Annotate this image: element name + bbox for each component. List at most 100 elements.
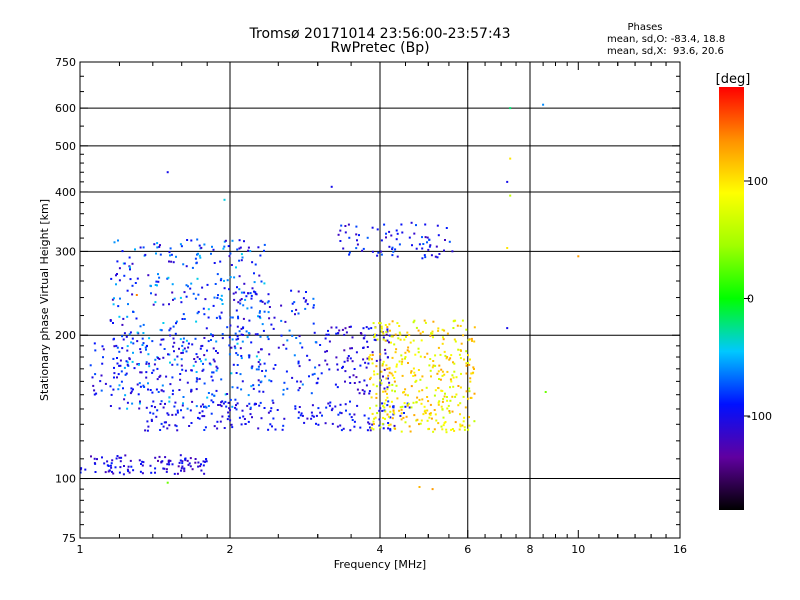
data-point <box>202 368 205 371</box>
data-point <box>285 347 288 350</box>
data-point <box>425 386 428 389</box>
data-point <box>111 470 113 473</box>
data-point <box>231 239 234 242</box>
data-point <box>180 364 183 367</box>
data-point <box>203 354 206 357</box>
data-point <box>286 339 289 342</box>
data-point <box>295 337 298 339</box>
data-point <box>178 389 181 391</box>
data-point <box>115 344 118 347</box>
data-point <box>233 345 236 348</box>
data-point <box>344 403 347 406</box>
data-point <box>252 384 255 387</box>
data-point <box>237 301 240 304</box>
data-point <box>238 247 241 250</box>
data-point <box>144 253 147 256</box>
data-point <box>172 325 175 328</box>
data-point <box>211 335 214 338</box>
data-point <box>297 389 300 392</box>
data-point <box>470 337 473 340</box>
data-point <box>240 357 243 360</box>
data-point <box>268 353 271 356</box>
data-point <box>441 374 444 377</box>
data-point <box>463 426 466 429</box>
data-point <box>371 250 374 253</box>
data-point <box>220 401 223 404</box>
data-point <box>205 458 208 460</box>
data-point <box>225 405 228 408</box>
data-point <box>259 401 262 404</box>
data-point <box>196 356 199 359</box>
data-point <box>434 354 437 357</box>
data-point <box>226 326 229 329</box>
data-point <box>149 464 152 467</box>
data-point <box>390 234 393 237</box>
data-point <box>125 372 128 375</box>
data-point <box>247 420 250 423</box>
data-point <box>396 255 399 258</box>
data-point <box>463 358 465 361</box>
data-point <box>239 373 242 376</box>
data-point <box>141 464 144 467</box>
data-point <box>418 390 421 393</box>
data-point <box>111 459 114 462</box>
data-point <box>154 406 156 409</box>
x-tick-label: 1 <box>77 543 84 556</box>
data-point <box>95 392 98 395</box>
data-point <box>170 260 173 263</box>
data-point <box>203 429 206 431</box>
grid-lines <box>80 62 680 538</box>
data-point <box>413 414 416 417</box>
data-point <box>446 396 448 398</box>
data-point <box>177 465 180 468</box>
data-point <box>189 457 192 460</box>
data-point <box>247 249 250 252</box>
data-point <box>250 385 253 388</box>
data-point <box>339 403 342 406</box>
data-point <box>213 296 216 299</box>
data-point <box>285 370 288 373</box>
data-point <box>442 336 444 339</box>
data-point <box>212 304 215 307</box>
data-point <box>178 347 180 350</box>
data-point <box>294 407 297 410</box>
data-point <box>240 298 243 300</box>
data-point <box>174 332 177 335</box>
data-point <box>234 398 237 401</box>
data-point <box>420 339 423 342</box>
data-point <box>119 466 122 469</box>
data-point <box>386 330 389 333</box>
data-point <box>294 313 296 316</box>
data-point <box>181 460 184 463</box>
data-point <box>234 406 237 409</box>
data-point <box>110 393 113 396</box>
data-point <box>236 402 239 405</box>
data-point <box>157 459 159 462</box>
data-point <box>127 470 130 473</box>
data-point <box>192 292 195 295</box>
data-point <box>189 465 192 468</box>
data-point <box>140 463 142 465</box>
data-point <box>247 332 250 334</box>
data-point <box>216 352 219 354</box>
data-point <box>381 364 384 367</box>
data-point <box>155 252 157 255</box>
data-point <box>257 368 260 371</box>
data-point <box>267 311 270 314</box>
x-tick-label: 2 <box>227 543 234 556</box>
data-point <box>96 458 98 461</box>
data-point <box>150 405 153 408</box>
data-point <box>436 372 439 375</box>
data-point <box>113 376 115 379</box>
data-point <box>125 360 128 363</box>
data-point <box>382 360 385 363</box>
data-point <box>132 351 134 354</box>
data-point <box>412 321 415 324</box>
data-point <box>90 455 92 458</box>
data-point <box>258 358 261 361</box>
data-point <box>437 370 440 373</box>
data-point <box>356 388 359 391</box>
data-point <box>446 356 449 358</box>
data-point <box>216 420 219 423</box>
data-point <box>122 317 125 320</box>
